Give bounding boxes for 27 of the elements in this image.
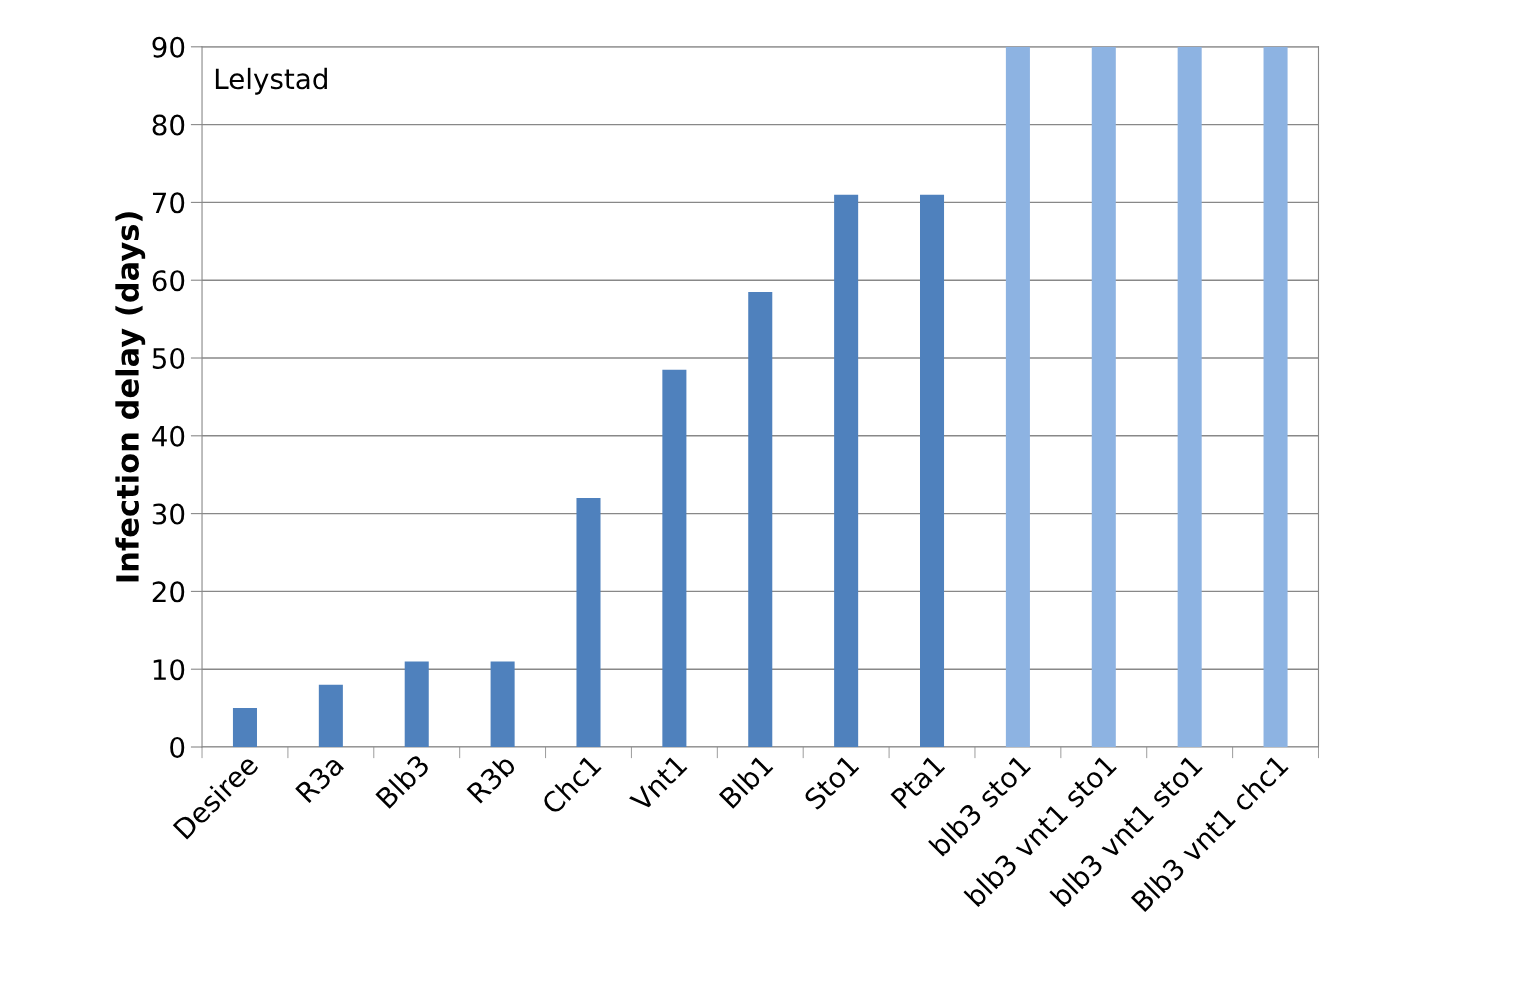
y-tick-label: 30: [152, 503, 185, 525]
x-tick-label: R3b: [465, 752, 517, 804]
x-tick-label: R3a: [294, 753, 345, 804]
bar: [318, 684, 343, 747]
bar: [1177, 46, 1202, 747]
y-tick-label: 80: [152, 114, 185, 136]
bar: [576, 498, 601, 747]
y-tick-label: 0: [170, 736, 185, 758]
bar: [1005, 46, 1030, 747]
y-tick-label: 90: [152, 36, 185, 58]
y-tick-label: 60: [152, 270, 185, 292]
annotation: Lelystad: [215, 67, 327, 95]
bar: [232, 708, 257, 747]
y-tick-label: 70: [152, 192, 185, 214]
bar: [1091, 46, 1116, 747]
bar: [404, 661, 429, 747]
y-tick-label: 10: [153, 659, 185, 681]
bar: [920, 194, 945, 747]
bar: [834, 194, 859, 747]
bar: [748, 291, 773, 747]
y-tick-label: 20: [152, 581, 185, 603]
y-tick-label: 50: [152, 347, 185, 369]
bar: [1263, 46, 1288, 747]
bar: [662, 369, 687, 747]
bar: [490, 661, 515, 747]
y-tick-label: 40: [152, 425, 185, 447]
y-axis-title: Infection delay (days): [115, 212, 146, 582]
